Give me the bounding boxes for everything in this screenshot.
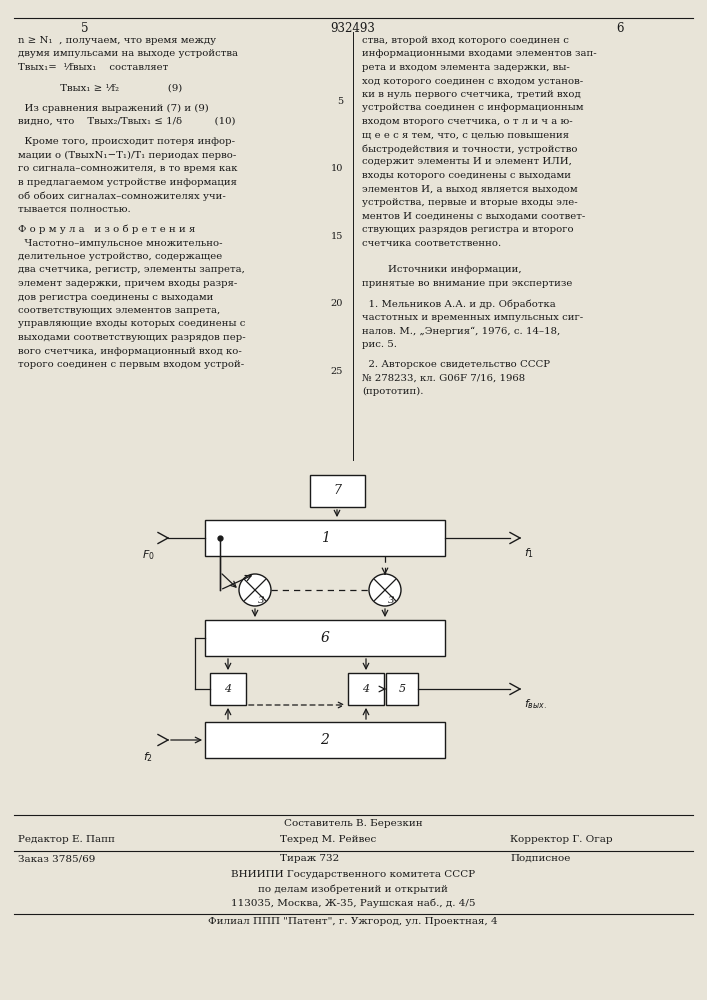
Text: управляющие входы которых соединены с: управляющие входы которых соединены с xyxy=(18,320,245,328)
Bar xyxy=(310,475,365,507)
Text: 6: 6 xyxy=(617,22,624,35)
Text: 5: 5 xyxy=(337,97,343,106)
Text: $f_{вых.}$: $f_{вых.}$ xyxy=(524,697,547,711)
Text: Техред М. Рейвес: Техред М. Рейвес xyxy=(280,835,376,844)
Text: 4: 4 xyxy=(224,684,232,694)
Text: налов. М., „Энергия“, 1976, с. 14–18,: налов. М., „Энергия“, 1976, с. 14–18, xyxy=(362,326,560,336)
Text: дов регистра соединены с выходами: дов регистра соединены с выходами xyxy=(18,292,214,302)
Text: $F_0$: $F_0$ xyxy=(141,548,154,562)
Text: тывается полностью.: тывается полностью. xyxy=(18,205,131,214)
Bar xyxy=(205,722,445,758)
Text: устройства, первые и вторые входы эле-: устройства, первые и вторые входы эле- xyxy=(362,198,578,207)
Text: 2. Авторское свидетельство СССР: 2. Авторское свидетельство СССР xyxy=(362,360,550,369)
Text: Частотно–импульсное множительно-: Частотно–импульсное множительно- xyxy=(18,238,223,247)
Text: 25: 25 xyxy=(331,367,343,376)
Text: принятые во внимание при экспертизе: принятые во внимание при экспертизе xyxy=(362,279,573,288)
Bar xyxy=(348,673,384,705)
Text: 3: 3 xyxy=(258,596,264,605)
Text: № 278233, кл. G06F 7/16, 1968: № 278233, кл. G06F 7/16, 1968 xyxy=(362,373,525,382)
Text: $f_2$: $f_2$ xyxy=(143,750,153,764)
Text: по делам изобретений и открытий: по делам изобретений и открытий xyxy=(258,884,448,894)
Text: щ е е с я тем, что, с целью повышения: щ е е с я тем, что, с целью повышения xyxy=(362,130,569,139)
Text: в предлагаемом устройстве информация: в предлагаемом устройстве информация xyxy=(18,178,237,187)
Text: 113035, Москва, Ж-35, Раушская наб., д. 4/5: 113035, Москва, Ж-35, Раушская наб., д. … xyxy=(230,898,475,908)
Text: видно, что    Tвых₂/Tвых₁ ≤ 1/δ          (10): видно, что Tвых₂/Tвых₁ ≤ 1/δ (10) xyxy=(18,117,235,126)
Text: 5: 5 xyxy=(399,684,406,694)
Text: Тираж 732: Тираж 732 xyxy=(280,854,339,863)
Text: входом второго счетчика, о т л и ч а ю-: входом второго счетчика, о т л и ч а ю- xyxy=(362,117,573,126)
Text: ки в нуль первого счетчика, третий вход: ки в нуль первого счетчика, третий вход xyxy=(362,90,580,99)
Text: Заказ 3785/69: Заказ 3785/69 xyxy=(18,854,95,863)
Text: вого счетчика, информационный вход ко-: вого счетчика, информационный вход ко- xyxy=(18,347,242,356)
Text: частотных и временных импульсных сиг-: частотных и временных импульсных сиг- xyxy=(362,313,583,322)
Text: рис. 5.: рис. 5. xyxy=(362,340,397,349)
Text: Кроме того, происходит потеря инфор-: Кроме того, происходит потеря инфор- xyxy=(18,137,235,146)
Text: элемент задержки, причем входы разря-: элемент задержки, причем входы разря- xyxy=(18,279,238,288)
Text: делительное устройство, содержащее: делительное устройство, содержащее xyxy=(18,252,222,261)
Bar xyxy=(205,520,445,556)
Text: мации о (TвыхN₁−T₁)/T₁ периодах перво-: мации о (TвыхN₁−T₁)/T₁ периодах перво- xyxy=(18,151,236,160)
Text: 7: 7 xyxy=(334,485,341,497)
Text: n ≥ N₁  , получаем, что время между: n ≥ N₁ , получаем, что время между xyxy=(18,36,216,45)
Circle shape xyxy=(369,574,401,606)
Text: ход которого соединен с входом установ-: ход которого соединен с входом установ- xyxy=(362,77,583,86)
Text: торого соединен с первым входом устрой-: торого соединен с первым входом устрой- xyxy=(18,360,244,369)
Text: Составитель В. Березкин: Составитель В. Березкин xyxy=(284,819,422,828)
Text: 3: 3 xyxy=(388,596,395,605)
Bar xyxy=(210,673,246,705)
Text: счетчика соответственно.: счетчика соответственно. xyxy=(362,238,501,247)
Text: 932493: 932493 xyxy=(331,22,375,35)
Text: 1. Мельников А.А. и др. Обработка: 1. Мельников А.А. и др. Обработка xyxy=(362,299,556,309)
Text: информационными входами элементов зап-: информационными входами элементов зап- xyxy=(362,49,597,58)
Text: Корректор Г. Огар: Корректор Г. Огар xyxy=(510,835,613,844)
Text: го сигнала–сомножителя, в то время как: го сигнала–сомножителя, в то время как xyxy=(18,164,238,173)
Text: 5: 5 xyxy=(81,22,89,35)
Text: соответствующих элементов запрета,: соответствующих элементов запрета, xyxy=(18,306,221,315)
Text: устройства соединен с информационным: устройства соединен с информационным xyxy=(362,104,583,112)
Text: входы которого соединены с выходами: входы которого соединены с выходами xyxy=(362,171,571,180)
Text: 4: 4 xyxy=(363,684,370,694)
Text: рета и входом элемента задержки, вы-: рета и входом элемента задержки, вы- xyxy=(362,63,570,72)
Text: Филиал ППП "Патент", г. Ужгород, ул. Проектная, 4: Филиал ППП "Патент", г. Ужгород, ул. Про… xyxy=(208,917,498,926)
Text: Ф о р м у л а   и з о б р е т е н и я: Ф о р м у л а и з о б р е т е н и я xyxy=(18,225,195,234)
Text: быстродействия и точности, устройство: быстродействия и точности, устройство xyxy=(362,144,578,153)
Text: 6: 6 xyxy=(320,631,329,645)
Text: об обоих сигналах–сомножителях учи-: об обоих сигналах–сомножителях учи- xyxy=(18,191,226,201)
Text: Из сравнения выражений (7) и (9): Из сравнения выражений (7) и (9) xyxy=(18,104,209,113)
Text: 2: 2 xyxy=(320,733,329,747)
Text: $f_1$: $f_1$ xyxy=(524,546,534,560)
Text: (прототип).: (прототип). xyxy=(362,387,423,396)
Text: выходами соответствующих разрядов пер-: выходами соответствующих разрядов пер- xyxy=(18,333,245,342)
Circle shape xyxy=(239,574,271,606)
Bar xyxy=(205,620,445,656)
Text: 20: 20 xyxy=(331,299,343,308)
Text: Tвых₁=  ¹⁄fвых₁    составляет: Tвых₁= ¹⁄fвых₁ составляет xyxy=(18,63,168,72)
Text: Tвых₁ ≥ ¹⁄f₂               (9): Tвых₁ ≥ ¹⁄f₂ (9) xyxy=(18,83,182,92)
Text: ства, второй вход которого соединен с: ства, второй вход которого соединен с xyxy=(362,36,569,45)
Text: содержит элементы И и элемент ИЛИ,: содержит элементы И и элемент ИЛИ, xyxy=(362,157,572,166)
Text: Редактор Е. Папп: Редактор Е. Папп xyxy=(18,835,115,844)
Text: два счетчика, регистр, элементы запрета,: два счетчика, регистр, элементы запрета, xyxy=(18,265,245,274)
Text: двумя импульсами на выходе устройства: двумя импульсами на выходе устройства xyxy=(18,49,238,58)
Text: ствующих разрядов регистра и второго: ствующих разрядов регистра и второго xyxy=(362,225,573,234)
Text: 1: 1 xyxy=(320,531,329,545)
Text: Подписное: Подписное xyxy=(510,854,571,863)
Text: 15: 15 xyxy=(331,232,343,241)
Bar xyxy=(386,673,418,705)
Text: 10: 10 xyxy=(331,164,343,173)
Text: ментов И соединены с выходами соответ-: ментов И соединены с выходами соответ- xyxy=(362,212,585,221)
Text: ВНИИПИ Государственного комитета СССР: ВНИИПИ Государственного комитета СССР xyxy=(231,870,475,879)
Text: элементов И, а выход является выходом: элементов И, а выход является выходом xyxy=(362,184,578,194)
Text: Источники информации,: Источники информации, xyxy=(362,265,522,274)
